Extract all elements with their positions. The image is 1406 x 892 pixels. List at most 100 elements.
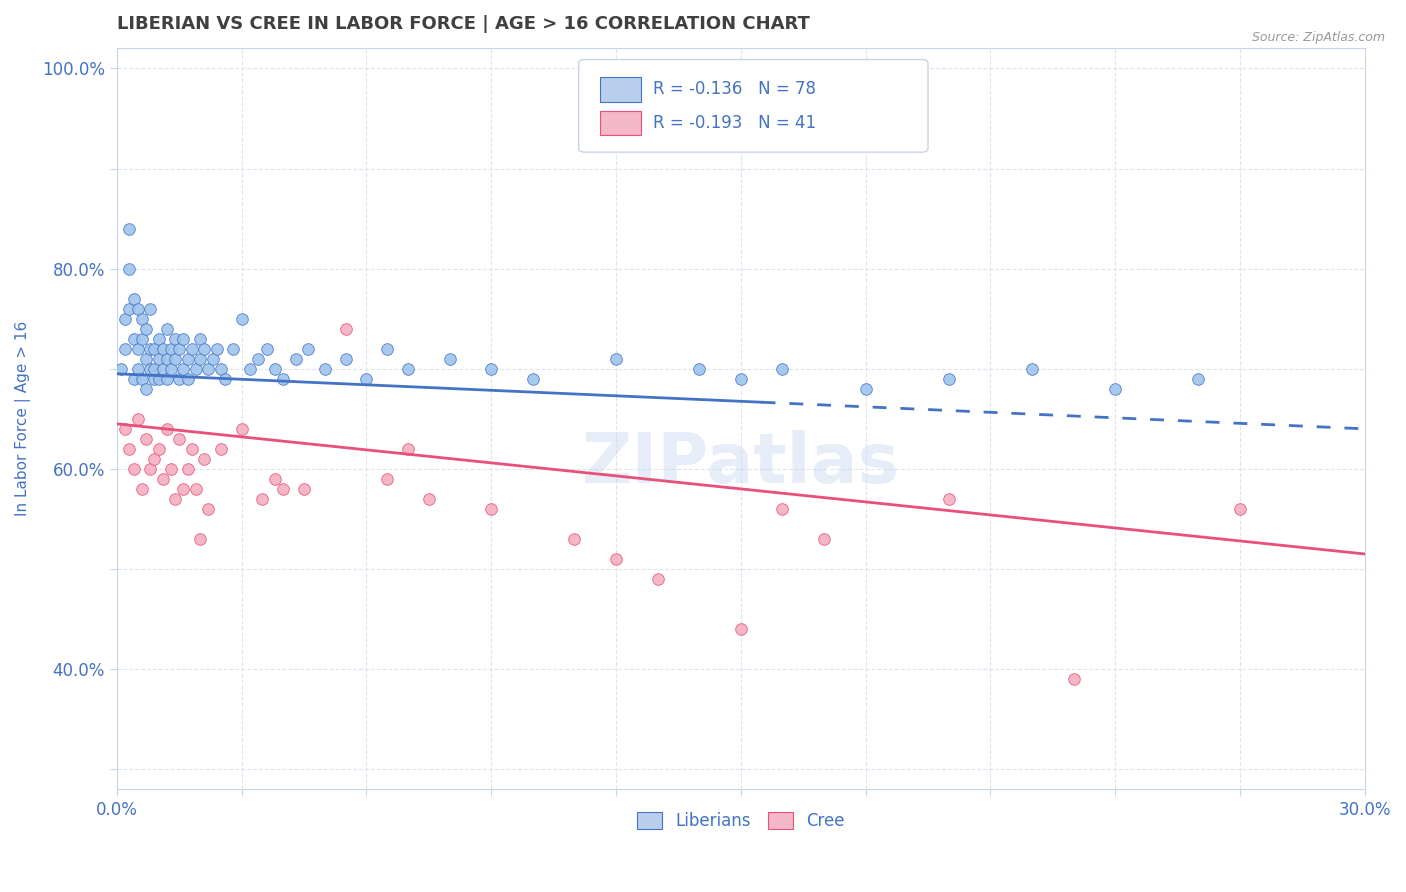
Point	[127, 342, 149, 356]
Point	[114, 422, 136, 436]
Point	[231, 422, 253, 436]
Point	[564, 532, 586, 546]
Point	[156, 372, 179, 386]
Point	[193, 451, 215, 466]
Point	[176, 351, 198, 366]
Point	[160, 342, 183, 356]
Point	[148, 442, 170, 456]
Point	[156, 351, 179, 366]
Point	[252, 491, 274, 506]
Point	[122, 332, 145, 346]
Point	[256, 342, 278, 356]
Point	[205, 342, 228, 356]
Point	[239, 361, 262, 376]
Point	[647, 572, 669, 586]
Point	[188, 351, 211, 366]
Point	[231, 311, 253, 326]
Point	[139, 361, 162, 376]
Point	[127, 361, 149, 376]
Point	[1021, 361, 1043, 376]
Point	[180, 442, 202, 456]
FancyBboxPatch shape	[600, 78, 641, 102]
Point	[271, 372, 294, 386]
Point	[271, 482, 294, 496]
Point	[156, 322, 179, 336]
Point	[855, 382, 877, 396]
Point	[122, 372, 145, 386]
Point	[396, 442, 419, 456]
Text: LIBERIAN VS CREE IN LABOR FORCE | AGE > 16 CORRELATION CHART: LIBERIAN VS CREE IN LABOR FORCE | AGE > …	[117, 15, 810, 33]
Point	[297, 342, 319, 356]
Point	[143, 372, 166, 386]
Point	[284, 351, 307, 366]
Point	[418, 491, 440, 506]
Point	[172, 332, 194, 346]
Point	[201, 351, 224, 366]
Point	[335, 351, 357, 366]
Point	[214, 372, 236, 386]
Point	[172, 482, 194, 496]
Point	[439, 351, 461, 366]
Point	[135, 432, 157, 446]
Point	[135, 382, 157, 396]
Point	[114, 311, 136, 326]
Point	[209, 361, 232, 376]
Point	[1229, 502, 1251, 516]
Point	[522, 372, 544, 386]
Point	[770, 502, 793, 516]
Point	[209, 442, 232, 456]
Point	[193, 342, 215, 356]
Point	[165, 332, 187, 346]
Point	[118, 301, 141, 316]
Point	[247, 351, 270, 366]
Text: Source: ZipAtlas.com: Source: ZipAtlas.com	[1251, 31, 1385, 45]
Point	[139, 462, 162, 476]
Point	[122, 462, 145, 476]
Point	[356, 372, 378, 386]
Point	[165, 491, 187, 506]
Text: ZIPatlas: ZIPatlas	[582, 430, 900, 497]
Point	[375, 342, 398, 356]
Point	[314, 361, 336, 376]
Point	[131, 332, 153, 346]
Point	[1063, 672, 1085, 686]
Point	[605, 552, 627, 566]
Point	[143, 342, 166, 356]
Point	[264, 361, 287, 376]
Point	[122, 292, 145, 306]
Point	[479, 361, 502, 376]
Point	[131, 372, 153, 386]
Point	[770, 361, 793, 376]
Point	[222, 342, 245, 356]
Point	[197, 502, 219, 516]
Point	[152, 472, 174, 486]
Point	[188, 532, 211, 546]
Point	[730, 622, 752, 636]
Point	[184, 482, 207, 496]
Point	[169, 372, 191, 386]
Point	[114, 342, 136, 356]
Point	[143, 361, 166, 376]
Point	[143, 451, 166, 466]
Point	[938, 491, 960, 506]
Point	[197, 361, 219, 376]
Point	[131, 311, 153, 326]
Legend: Liberians, Cree: Liberians, Cree	[630, 805, 851, 837]
Point	[730, 372, 752, 386]
Point	[152, 342, 174, 356]
Point	[335, 322, 357, 336]
FancyBboxPatch shape	[579, 60, 928, 153]
Point	[396, 361, 419, 376]
Point	[813, 532, 835, 546]
Point	[118, 261, 141, 276]
Point	[156, 422, 179, 436]
Point	[1187, 372, 1209, 386]
Point	[605, 351, 627, 366]
Point	[135, 322, 157, 336]
Point	[180, 342, 202, 356]
Point	[264, 472, 287, 486]
Text: R = -0.193   N = 41: R = -0.193 N = 41	[654, 113, 817, 131]
Point	[169, 432, 191, 446]
Point	[938, 372, 960, 386]
Point	[188, 332, 211, 346]
